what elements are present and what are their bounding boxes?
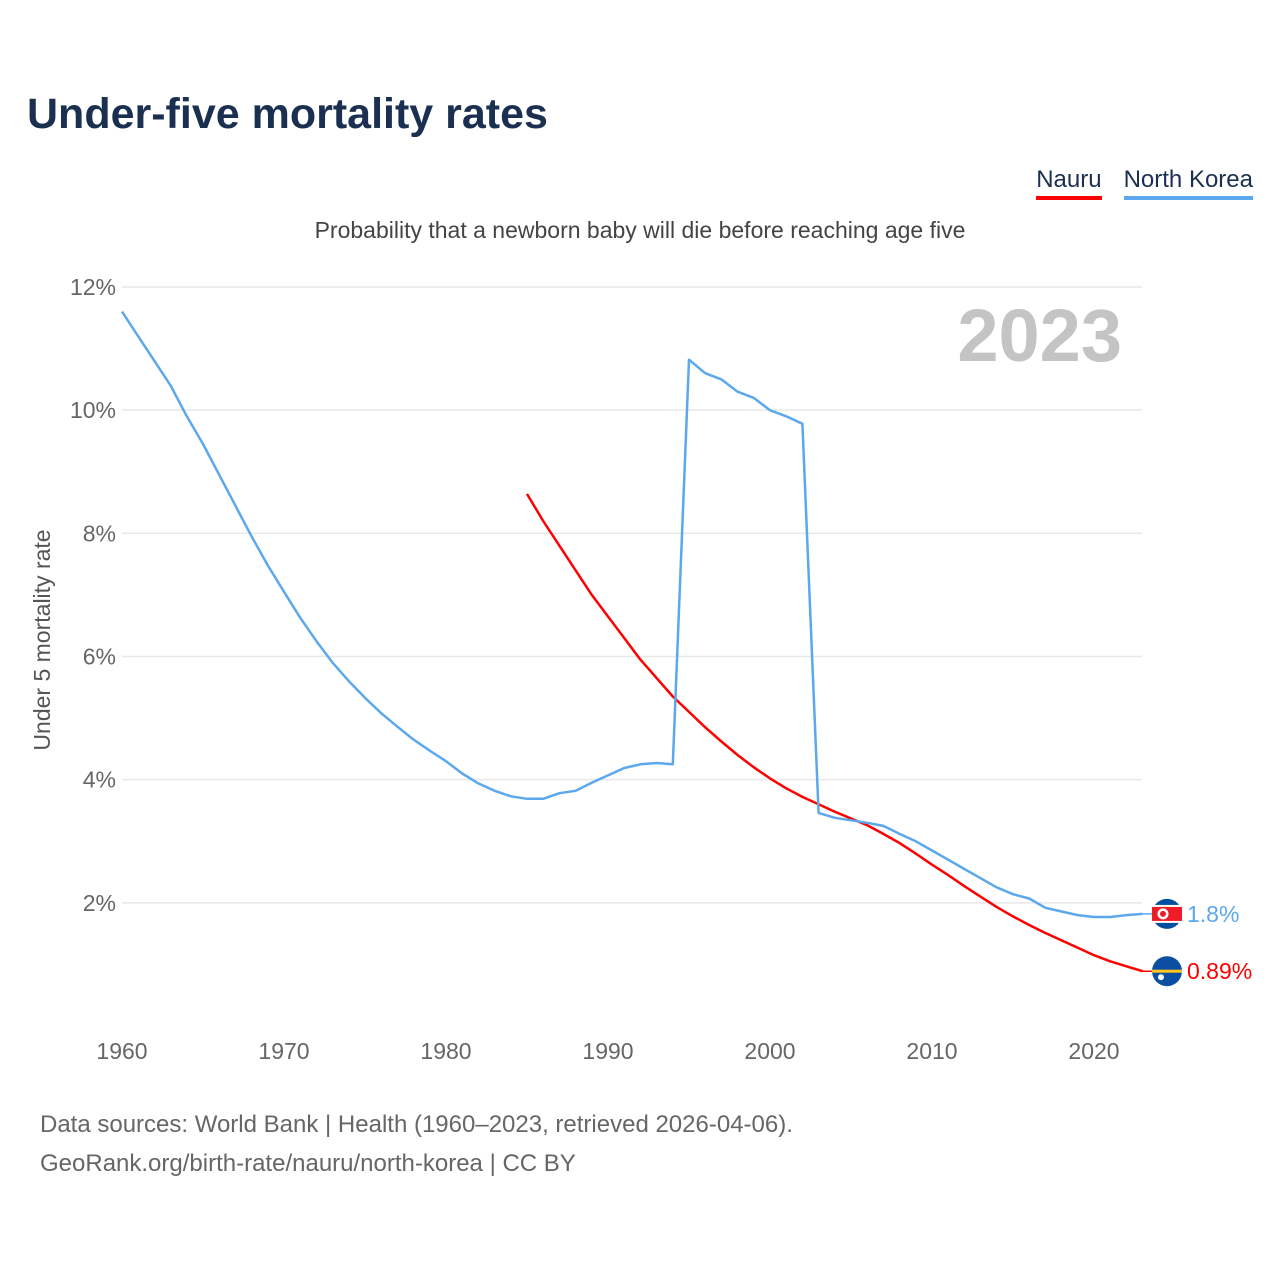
legend-item-nauru[interactable]: Nauru [1036, 166, 1102, 200]
north-korea-flag-icon [1152, 898, 1182, 929]
series-line-north-korea [120, 310, 1143, 919]
series-line-nauru [525, 493, 1143, 973]
y-tick-label: 8% [83, 520, 116, 546]
nauru-flag-icon [1152, 956, 1182, 987]
x-tick-label: 1980 [420, 1038, 471, 1064]
y-tick-label: 10% [70, 397, 116, 423]
x-tick-label: 2020 [1068, 1038, 1119, 1064]
source-link[interactable]: GeoRank.org/birth-rate/nauru/north-korea… [40, 1150, 576, 1177]
chart-title: Under-five mortality rates [27, 90, 548, 138]
data-source-text: Data sources: World Bank | Health (1960–… [40, 1111, 793, 1138]
year-watermark: 2023 [957, 294, 1122, 377]
legend: Nauru North Korea [1036, 166, 1253, 200]
end-value-label: 0.89% [1187, 958, 1252, 984]
y-tick-label: 6% [83, 644, 116, 670]
y-tick-label: 4% [83, 767, 116, 793]
x-tick-label: 2000 [744, 1038, 795, 1064]
legend-item-north-korea[interactable]: North Korea [1123, 166, 1253, 200]
x-tick-label: 1960 [96, 1038, 147, 1064]
flag-stripe [1152, 969, 1182, 973]
end-value-label: 1.8% [1187, 901, 1239, 927]
x-tick-label: 1990 [582, 1038, 633, 1064]
flag-star [1160, 910, 1166, 917]
y-axis-label: Under 5 mortality rate [29, 529, 55, 750]
y-tick-label: 2% [83, 890, 116, 916]
x-tick-label: 1970 [258, 1038, 309, 1064]
flag-star [1158, 974, 1164, 981]
footer: Data sources: World Bank | Health (1960–… [40, 1105, 793, 1183]
y-tick-label: 12% [70, 274, 116, 300]
x-tick-label: 2010 [906, 1038, 957, 1064]
chart-subtitle: Probability that a newborn baby will die… [314, 217, 966, 243]
